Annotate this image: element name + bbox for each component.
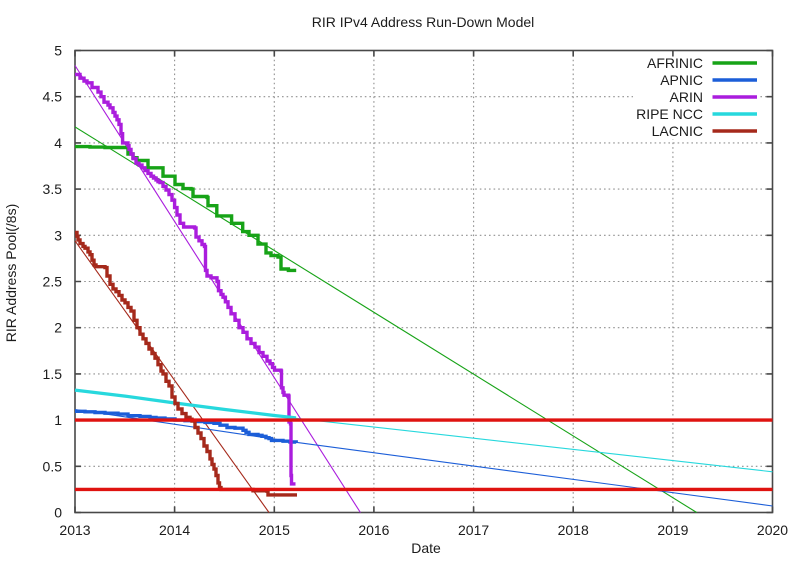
svg-text:1: 1	[54, 412, 62, 428]
svg-text:1.5: 1.5	[43, 366, 63, 382]
svg-text:RIR IPv4 Address Run-Down Mode: RIR IPv4 Address Run-Down Model	[312, 14, 535, 30]
svg-text:2020: 2020	[757, 522, 788, 538]
svg-text:2015: 2015	[259, 522, 290, 538]
svg-text:RIR Address Pool(/8s): RIR Address Pool(/8s)	[3, 204, 19, 343]
svg-text:3: 3	[54, 227, 62, 243]
svg-text:RIPE NCC: RIPE NCC	[636, 106, 703, 122]
svg-text:5: 5	[54, 43, 62, 59]
svg-text:0.5: 0.5	[43, 458, 63, 474]
svg-text:AFRINIC: AFRINIC	[647, 55, 703, 71]
svg-text:4: 4	[54, 135, 62, 151]
svg-text:2.5: 2.5	[43, 274, 63, 290]
svg-text:3.5: 3.5	[43, 181, 63, 197]
svg-text:2017: 2017	[458, 522, 489, 538]
svg-text:4.5: 4.5	[43, 89, 63, 105]
svg-text:2016: 2016	[358, 522, 389, 538]
svg-text:2: 2	[54, 320, 62, 336]
svg-text:ARIN: ARIN	[670, 89, 703, 105]
svg-text:2013: 2013	[59, 522, 90, 538]
svg-text:2014: 2014	[159, 522, 190, 538]
svg-text:0: 0	[54, 505, 62, 521]
svg-text:2019: 2019	[657, 522, 688, 538]
svg-text:Date: Date	[411, 540, 441, 556]
svg-text:2018: 2018	[558, 522, 589, 538]
svg-text:LACNIC: LACNIC	[652, 123, 703, 139]
svg-text:APNIC: APNIC	[660, 72, 703, 88]
